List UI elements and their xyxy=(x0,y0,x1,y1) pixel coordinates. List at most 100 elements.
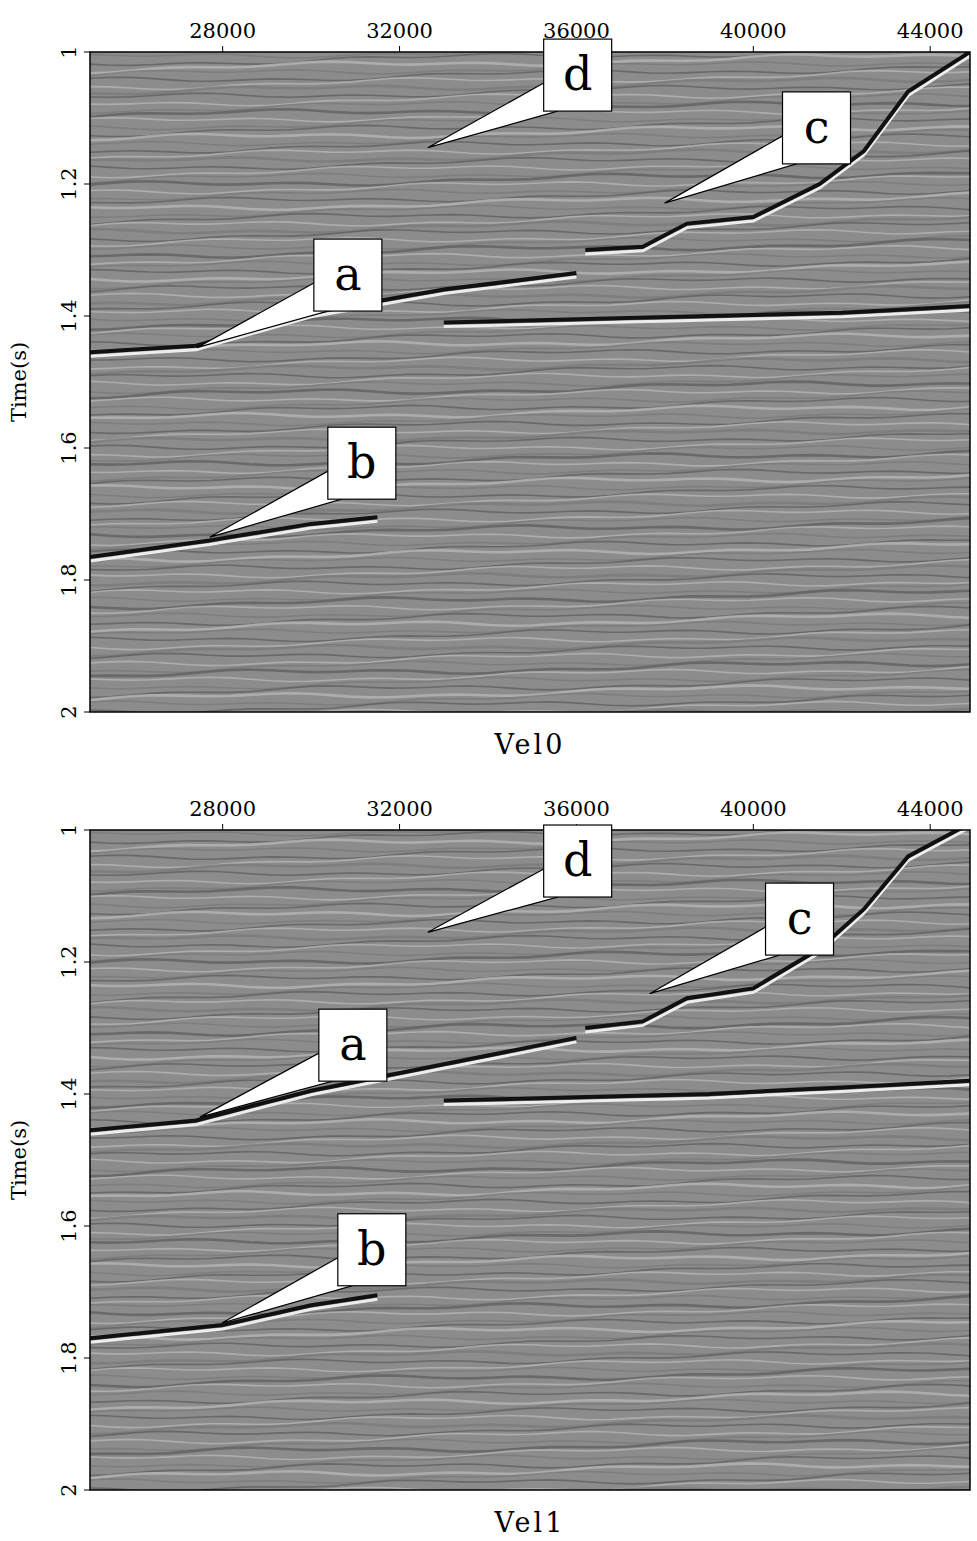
horizon-halo xyxy=(585,830,970,1032)
callout-pointer xyxy=(200,1053,333,1117)
callout-label: c xyxy=(787,891,813,945)
callout-box xyxy=(328,427,396,499)
y-tick xyxy=(84,962,90,963)
y-axis-title: Time(s) xyxy=(7,1120,31,1200)
texture-stripe xyxy=(90,62,970,76)
texture-stripe xyxy=(90,382,970,399)
x-tick xyxy=(399,46,400,52)
plot-area xyxy=(90,52,970,712)
y-tick xyxy=(84,184,90,185)
texture-stripe xyxy=(90,1304,970,1323)
callout-pointer xyxy=(665,136,797,203)
x-tick-label: 44000 xyxy=(897,797,964,821)
y-tick-label: 1.2 xyxy=(57,945,81,978)
texture-stripe xyxy=(90,558,970,570)
x-tick xyxy=(399,824,400,830)
callout-pointer xyxy=(197,283,328,348)
texture-stripe xyxy=(90,1224,970,1239)
texture-stripe xyxy=(90,1448,970,1467)
callout-label: c xyxy=(804,100,830,154)
callout-box xyxy=(338,1214,406,1286)
texture-stripe xyxy=(90,976,970,996)
x-tick-label: 28000 xyxy=(189,797,256,821)
x-tick xyxy=(930,46,931,52)
y-tick xyxy=(84,580,90,581)
background xyxy=(90,830,970,1490)
texture-stripe xyxy=(90,406,970,418)
figure: 28000 32000 36000 40000 44000 1 1.2 1.4 1.6 1.8 2 T… xyxy=(0,0,977,1541)
texture-stripe xyxy=(90,1336,970,1348)
frame xyxy=(90,52,970,712)
texture-stripe xyxy=(90,840,970,854)
y-tick xyxy=(84,52,90,53)
y-tick xyxy=(84,448,90,449)
x-tick-label: 28000 xyxy=(189,19,256,43)
texture-stripe xyxy=(90,1473,970,1490)
texture-stripe xyxy=(90,856,970,872)
x-tick-label: 32000 xyxy=(366,19,433,43)
x-tick xyxy=(753,824,754,830)
callout-pointer xyxy=(428,869,558,932)
callout-box xyxy=(544,39,612,111)
texture-stripe xyxy=(90,454,970,473)
panel-title: Vel0 xyxy=(494,729,566,760)
texture-stripe xyxy=(90,230,970,247)
callout-box xyxy=(314,239,382,311)
y-tick xyxy=(84,316,90,317)
callout-box xyxy=(766,883,834,955)
texture-stripe xyxy=(90,670,970,689)
y-tick-label: 1 xyxy=(57,823,81,836)
texture-stripe xyxy=(90,1344,970,1364)
texture-stripe xyxy=(90,701,970,712)
texture-stripe xyxy=(90,1463,970,1478)
plot-area xyxy=(90,830,970,1490)
y-tick-label: 1.8 xyxy=(57,1341,81,1374)
x-tick xyxy=(753,46,754,52)
texture-stripe xyxy=(90,1160,970,1177)
texture-stripe xyxy=(90,968,970,981)
x-tick-label: 40000 xyxy=(720,19,787,43)
y-tick xyxy=(84,1490,90,1491)
y-tick-label: 1.6 xyxy=(57,1209,81,1242)
x-tick-label: 36000 xyxy=(543,797,610,821)
y-tick xyxy=(84,830,90,831)
y-tick-label: 1.8 xyxy=(57,563,81,596)
texture-stripe xyxy=(90,1072,970,1087)
texture-stripe xyxy=(90,52,970,65)
y-tick-label: 2 xyxy=(57,1483,81,1496)
texture-stripe xyxy=(90,1445,970,1460)
texture-stripe xyxy=(90,598,970,614)
callout-label: d xyxy=(563,47,592,101)
y-tick-label: 1.4 xyxy=(57,299,81,332)
horizon xyxy=(585,52,970,250)
callout-label: a xyxy=(334,247,361,301)
y-tick-label: 1 xyxy=(57,45,81,58)
texture-stripe xyxy=(90,830,970,843)
y-tick xyxy=(84,1094,90,1095)
callout-pointer xyxy=(650,927,780,994)
callout-box xyxy=(319,1009,387,1081)
horizon xyxy=(585,830,970,1028)
texture-stripe xyxy=(90,1479,970,1490)
y-tick-label: 1.2 xyxy=(57,167,81,200)
callout-box xyxy=(544,825,612,897)
y-tick-label: 1.6 xyxy=(57,431,81,464)
texture-stripe xyxy=(90,1440,970,1454)
texture xyxy=(90,52,970,712)
texture-stripe xyxy=(90,190,970,203)
callout-pointer xyxy=(222,1258,352,1323)
x-tick-label: 32000 xyxy=(366,797,433,821)
x-tick xyxy=(222,824,223,830)
y-tick xyxy=(84,1226,90,1227)
callout-label: d xyxy=(563,833,592,887)
texture-stripe xyxy=(90,667,970,682)
texture-stripe xyxy=(90,566,970,586)
texture-stripe xyxy=(90,446,970,461)
texture-stripe xyxy=(90,1232,970,1251)
x-tick xyxy=(222,46,223,52)
horizon xyxy=(444,306,970,323)
texture-stripe xyxy=(90,685,970,700)
texture-stripe xyxy=(90,1253,970,1268)
callout-label: a xyxy=(339,1017,366,1071)
callout-label: b xyxy=(357,1222,386,1276)
